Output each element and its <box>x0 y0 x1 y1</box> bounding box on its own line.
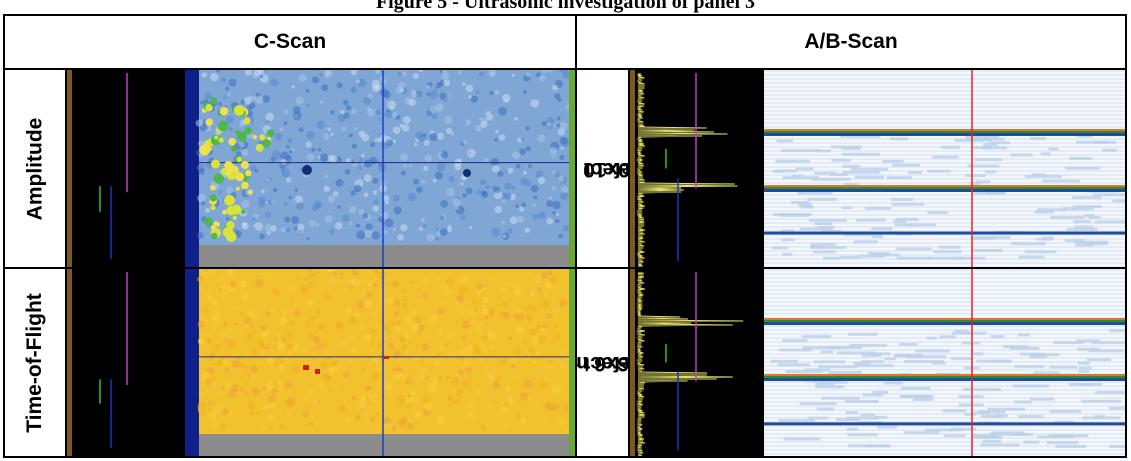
scan-ruler-bar <box>185 70 199 267</box>
defect-indication <box>463 169 471 177</box>
color-scale-bar <box>569 269 575 456</box>
b-scan-band <box>764 131 1125 133</box>
b-scan-band <box>764 376 1125 378</box>
masked-area <box>199 434 569 456</box>
c-scan-time-of-flight-image <box>67 269 575 456</box>
a-scan-trace <box>636 272 744 456</box>
b-scan-band <box>764 422 1125 426</box>
b-scan-band <box>764 129 1125 131</box>
defect-label-10x10: 10x10 mm defect <box>539 157 646 181</box>
scan-side-panel <box>67 269 189 456</box>
b-scan-band <box>764 185 1125 187</box>
b-scan-band <box>764 231 1125 235</box>
b-scan-band <box>764 187 1125 189</box>
b-scan-band <box>764 133 1125 136</box>
figure-caption: Figure 5 - Ultrasonic investigation of p… <box>375 0 756 13</box>
defect-indication <box>383 356 389 359</box>
ab-scan-amplitude-image <box>630 70 1125 267</box>
scan-ruler-bar <box>185 269 199 456</box>
scan-results-table: C-Scan A/B-Scan Amplitude Time-of-Flight… <box>3 14 1127 458</box>
defect-label-6x6: 6x6 mm defect <box>551 351 646 375</box>
c-scan-amplitude-image <box>67 70 575 267</box>
b-scan-band <box>764 378 1125 381</box>
defect-label-divider <box>628 68 630 456</box>
row-label-time-of-flight: Time-of-Flight <box>23 292 46 433</box>
defect-indication <box>302 165 312 175</box>
a-scan-ruler <box>630 269 635 456</box>
a-scan-panel <box>630 70 764 267</box>
a-scan-panel <box>630 269 764 456</box>
masked-area <box>199 245 569 267</box>
a-scan-trace <box>636 73 738 267</box>
scan-side-ruler <box>67 70 72 267</box>
b-scan-band <box>764 189 1125 192</box>
b-scan-band <box>764 320 1125 322</box>
header-ab-scan: A/B-Scan <box>804 30 898 53</box>
row-divider <box>5 267 1125 269</box>
header-divider <box>5 68 1125 70</box>
defect-indication <box>303 365 309 370</box>
scan-side-panel <box>67 70 189 267</box>
b-scan-band <box>764 318 1125 320</box>
header-c-scan: C-Scan <box>253 30 327 53</box>
defect-indication <box>315 369 320 374</box>
row-label-divider <box>65 68 67 456</box>
color-scale-bar <box>569 70 575 267</box>
scan-side-ruler <box>67 269 72 456</box>
b-scan-band <box>764 322 1125 325</box>
a-scan-ruler <box>630 70 635 267</box>
row-label-amplitude: Amplitude <box>23 117 47 220</box>
b-scan-band <box>764 374 1125 376</box>
ab-scan-time-of-flight-image <box>630 269 1125 456</box>
column-divider <box>575 16 577 456</box>
